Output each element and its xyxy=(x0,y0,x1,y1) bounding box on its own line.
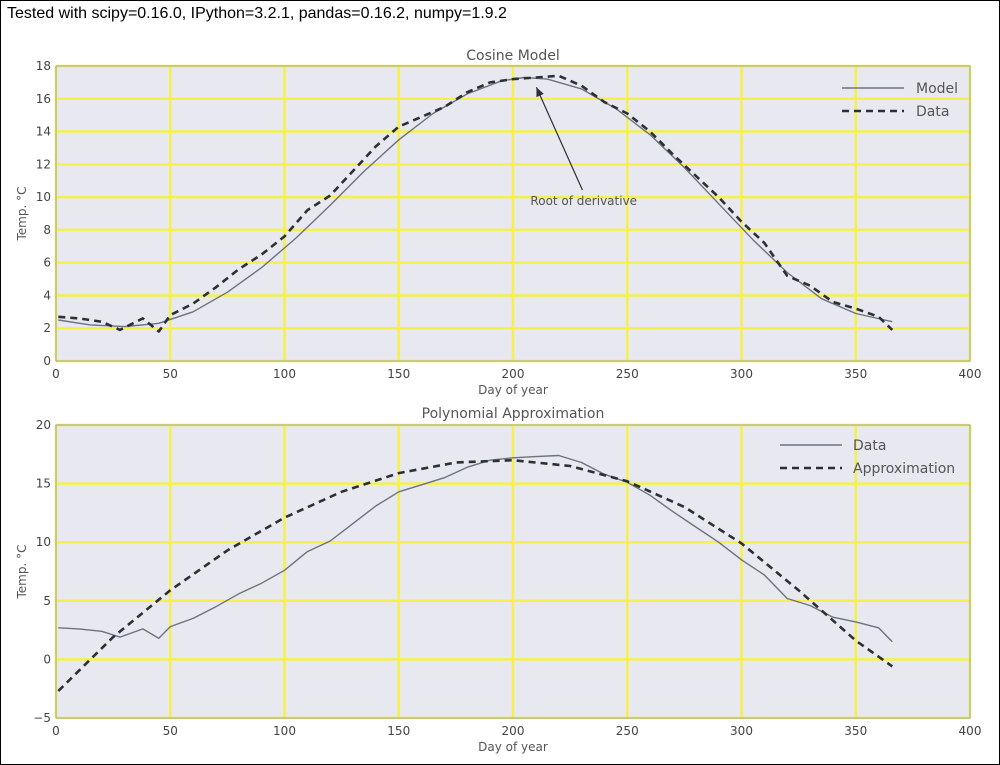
annotation-label: Root of derivative xyxy=(530,194,637,208)
series-line-model xyxy=(58,76,893,328)
x-tick-label: 400 xyxy=(959,724,982,738)
legend-label: Model xyxy=(916,81,958,97)
y-tick-label: 14 xyxy=(36,125,51,139)
x-tick-label: 50 xyxy=(163,367,178,381)
x-tick-label: 300 xyxy=(730,367,753,381)
x-tick-label: 0 xyxy=(52,724,60,738)
x-tick-label: 150 xyxy=(387,724,410,738)
plot-frame xyxy=(55,65,971,362)
version-header: Tested with scipy=0.16.0, IPython=3.2.1,… xyxy=(7,5,507,22)
x-tick-label: 150 xyxy=(387,367,410,381)
y-tick-label: 10 xyxy=(36,190,51,204)
chart-title: Cosine Model xyxy=(466,48,560,64)
y-tick-label: 0 xyxy=(43,354,51,368)
annotation-arrowhead xyxy=(536,87,544,98)
x-axis-label: Day of year xyxy=(478,740,548,754)
x-tick-label: 50 xyxy=(163,724,178,738)
y-tick-label: 20 xyxy=(36,418,51,432)
annotation-arrow xyxy=(535,87,583,191)
chart-panel-2: 0 50 100 150 200 250 300 350 400−505101520Polyno… xyxy=(15,406,981,754)
x-tick-label: 250 xyxy=(616,724,639,738)
y-tick-label: 2 xyxy=(43,321,51,335)
y-tick-label: 8 xyxy=(43,223,51,237)
x-tick-label: 400 xyxy=(959,367,982,381)
y-tick-label: 16 xyxy=(36,92,51,106)
chart-panel-1: 0 50 100 150 200 250 300 350 400 0 2 4 6 8 10 12 14 16 18 C… xyxy=(15,48,981,397)
series-line-data xyxy=(58,454,893,643)
x-tick-label: 100 xyxy=(273,367,296,381)
y-tick-label: 4 xyxy=(43,288,51,302)
x-tick-label: 200 xyxy=(502,367,525,381)
chart-title: Polynomial Approximation xyxy=(422,406,605,422)
series-line-data xyxy=(58,74,894,333)
legend-label: Data xyxy=(916,104,949,120)
y-tick-label: 5 xyxy=(43,594,51,608)
plot-frame xyxy=(55,424,971,719)
y-tick-label: −5 xyxy=(33,711,51,725)
x-tick-label: 200 xyxy=(502,724,525,738)
y-tick-label: 0 xyxy=(43,652,51,666)
legend-label: Approximation xyxy=(853,461,955,477)
y-tick-label: 18 xyxy=(36,59,51,73)
y-axis-label: Temp. °C xyxy=(15,187,29,242)
y-tick-label: 6 xyxy=(43,256,51,270)
y-tick-label: 12 xyxy=(36,157,51,171)
x-tick-label: 100 xyxy=(273,724,296,738)
x-tick-label: 350 xyxy=(844,724,867,738)
x-tick-label: 250 xyxy=(616,367,639,381)
x-axis-label: Day of year xyxy=(478,383,548,397)
series-line-approximation xyxy=(57,458,894,692)
y-axis-label: Temp. °C xyxy=(15,545,29,600)
x-tick-label: 0 xyxy=(52,367,60,381)
x-tick-label: 350 xyxy=(844,367,867,381)
x-tick-label: 300 xyxy=(730,724,753,738)
legend-label: Data xyxy=(853,438,886,454)
y-tick-label: 10 xyxy=(36,535,51,549)
y-tick-label: 15 xyxy=(36,477,51,491)
